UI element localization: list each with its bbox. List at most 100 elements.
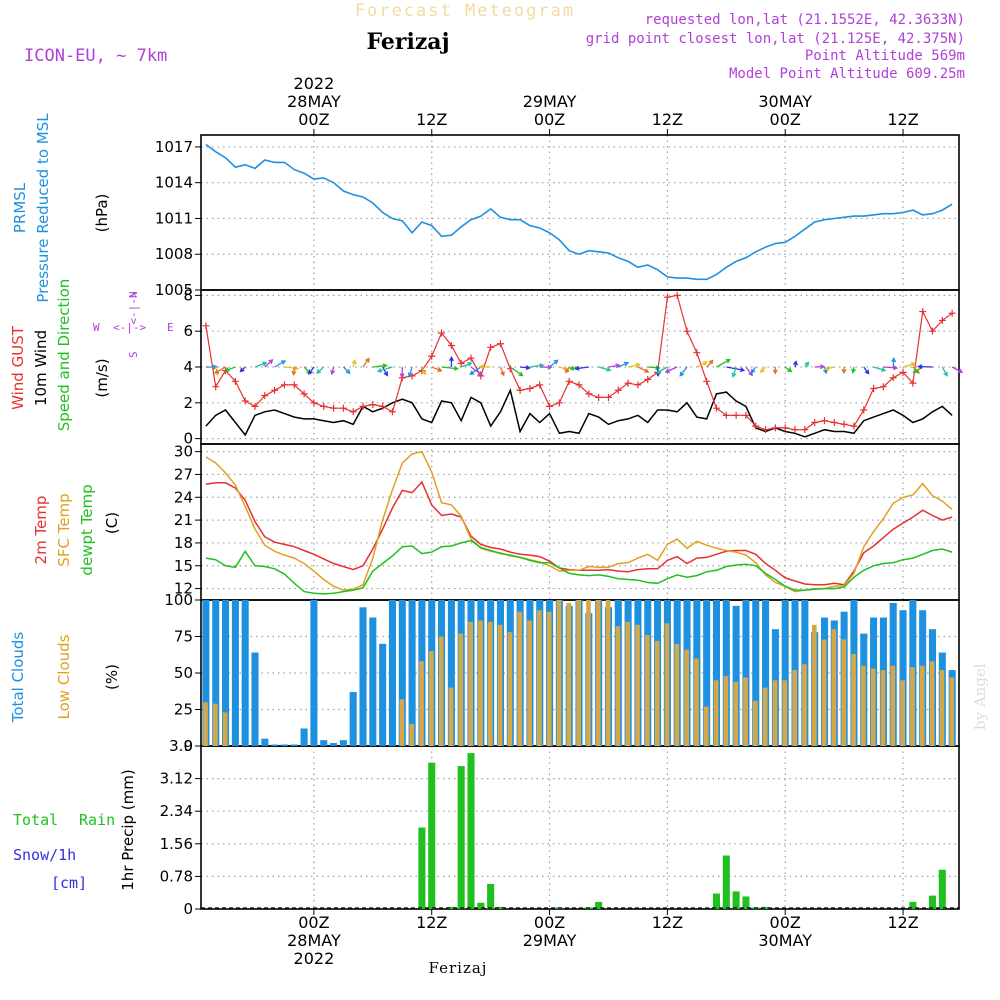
wind-gust-line xyxy=(205,294,953,431)
wind-direction-arrow xyxy=(814,364,826,370)
gust-marker xyxy=(359,402,367,410)
wind-direction-arrow xyxy=(873,366,887,372)
low-cloud-bar xyxy=(546,611,552,746)
wind-direction-arrow xyxy=(598,366,612,372)
wind-direction-arrow xyxy=(706,359,714,368)
ytick-label: 1.56 xyxy=(160,835,193,853)
low-cloud-bar xyxy=(762,687,768,746)
low-cloud-bar xyxy=(694,658,699,746)
wind-direction-arrow xyxy=(565,366,570,374)
rain-bar xyxy=(496,906,505,909)
panel-frame xyxy=(200,443,960,601)
wind-direction-arrow xyxy=(308,366,315,375)
gust-marker xyxy=(261,392,269,400)
model-label: ICON-EU, ~ 7km xyxy=(24,46,167,66)
pressure-label-prmsl: PRMSL xyxy=(11,182,29,233)
total-cloud-bar xyxy=(231,600,239,746)
low-cloud-bar xyxy=(556,600,562,746)
gust-marker xyxy=(604,393,612,401)
ytick-label: 3.9 xyxy=(169,737,193,755)
wind-direction-arrow xyxy=(750,366,757,374)
pressure-line xyxy=(205,143,953,281)
gust-marker xyxy=(634,381,642,389)
precip-rain-label: Rain xyxy=(79,811,115,829)
wind-gust-label: Wind GUST xyxy=(9,325,27,410)
ytick-label: 2 xyxy=(183,394,193,412)
gust-marker xyxy=(879,383,887,391)
total-cloud-bar xyxy=(388,600,396,746)
low-cloud-bar xyxy=(861,665,866,746)
low-cloud-bar xyxy=(743,677,748,746)
ytick-label: 3.12 xyxy=(160,770,193,788)
gust-marker xyxy=(948,309,956,317)
point-altitude: Point Altitude 569m xyxy=(805,48,965,64)
wind-direction-arrow xyxy=(254,361,268,368)
wind-direction-arrow xyxy=(891,357,897,368)
low-cloud-bar xyxy=(536,610,542,746)
gust-marker xyxy=(447,342,455,350)
low-cloud-bar xyxy=(566,602,572,746)
ytick-label: 8 xyxy=(183,286,193,304)
gust-marker xyxy=(526,384,534,392)
low-cloud-bar xyxy=(468,621,473,746)
gust-marker xyxy=(467,354,475,362)
low-clouds-label: Low Clouds xyxy=(55,634,73,719)
ytick-label: 1011 xyxy=(155,209,193,227)
rain-bar xyxy=(938,869,946,909)
ytick-label: 6 xyxy=(183,322,193,340)
low-cloud-bar xyxy=(821,639,827,746)
rain-bar xyxy=(909,901,917,909)
bottom-time-label: 00Z xyxy=(534,913,565,932)
gust-marker xyxy=(496,340,504,348)
wind-direction-arrow xyxy=(664,366,678,373)
low-cloud-bar xyxy=(605,600,611,746)
low-cloud-bar xyxy=(203,702,208,746)
title-watermark: Forecast Meteogram xyxy=(355,1,575,21)
gust-marker xyxy=(820,417,828,425)
wind-direction-arrow xyxy=(478,364,491,370)
gust-marker xyxy=(271,386,279,394)
gust-marker xyxy=(280,381,288,389)
low-cloud-bar xyxy=(595,600,601,746)
gust-marker xyxy=(546,402,554,410)
rain-bar xyxy=(447,906,455,909)
wind-direction-arrow xyxy=(264,359,274,368)
gust-marker xyxy=(290,381,298,389)
panel-pressure: 1017 1014 1011 1008 1005 xyxy=(155,134,960,299)
ytick-label: 1014 xyxy=(155,174,193,192)
low-cloud-bar xyxy=(910,667,915,746)
low-cloud-bar xyxy=(939,670,945,746)
low-cloud-bar xyxy=(478,620,483,746)
gust-marker xyxy=(202,322,210,330)
low-cloud-bar xyxy=(703,706,709,746)
gust-marker xyxy=(899,368,907,376)
total-cloud-bar xyxy=(280,744,288,746)
low-cloud-bar xyxy=(664,623,670,746)
wind-direction-arrow xyxy=(851,366,856,374)
total-cloud-bar xyxy=(732,605,740,746)
low-cloud-bar xyxy=(586,600,591,746)
gust-marker xyxy=(663,293,671,301)
wind-direction-arrow xyxy=(822,366,828,375)
low-cloud-bar xyxy=(919,665,925,746)
low-cloud-bar xyxy=(674,643,680,746)
wind-dir-label: Speed and Direction xyxy=(55,279,73,432)
top-time-label: 12Z xyxy=(887,110,918,129)
gust-marker xyxy=(830,419,838,427)
gust-marker xyxy=(889,374,897,382)
low-cloud-bar xyxy=(880,670,886,746)
total-cloud-bar xyxy=(300,728,308,746)
gust-marker xyxy=(516,386,524,394)
gust-marker xyxy=(251,402,259,410)
requested-coords: requested lon,lat (21.1552E, 42.3633N) xyxy=(645,12,965,28)
wind-direction-arrow xyxy=(448,356,454,368)
total-cloud-bar xyxy=(742,600,750,746)
wind-direction-arrow xyxy=(618,361,630,368)
station-title: Ferizaj xyxy=(366,29,449,55)
precip-total-label: Total xyxy=(13,811,58,829)
gust-marker xyxy=(781,424,789,432)
total-cloud-bar xyxy=(398,600,406,746)
gust-marker xyxy=(811,419,819,427)
ytick-label: 0 xyxy=(183,430,193,448)
